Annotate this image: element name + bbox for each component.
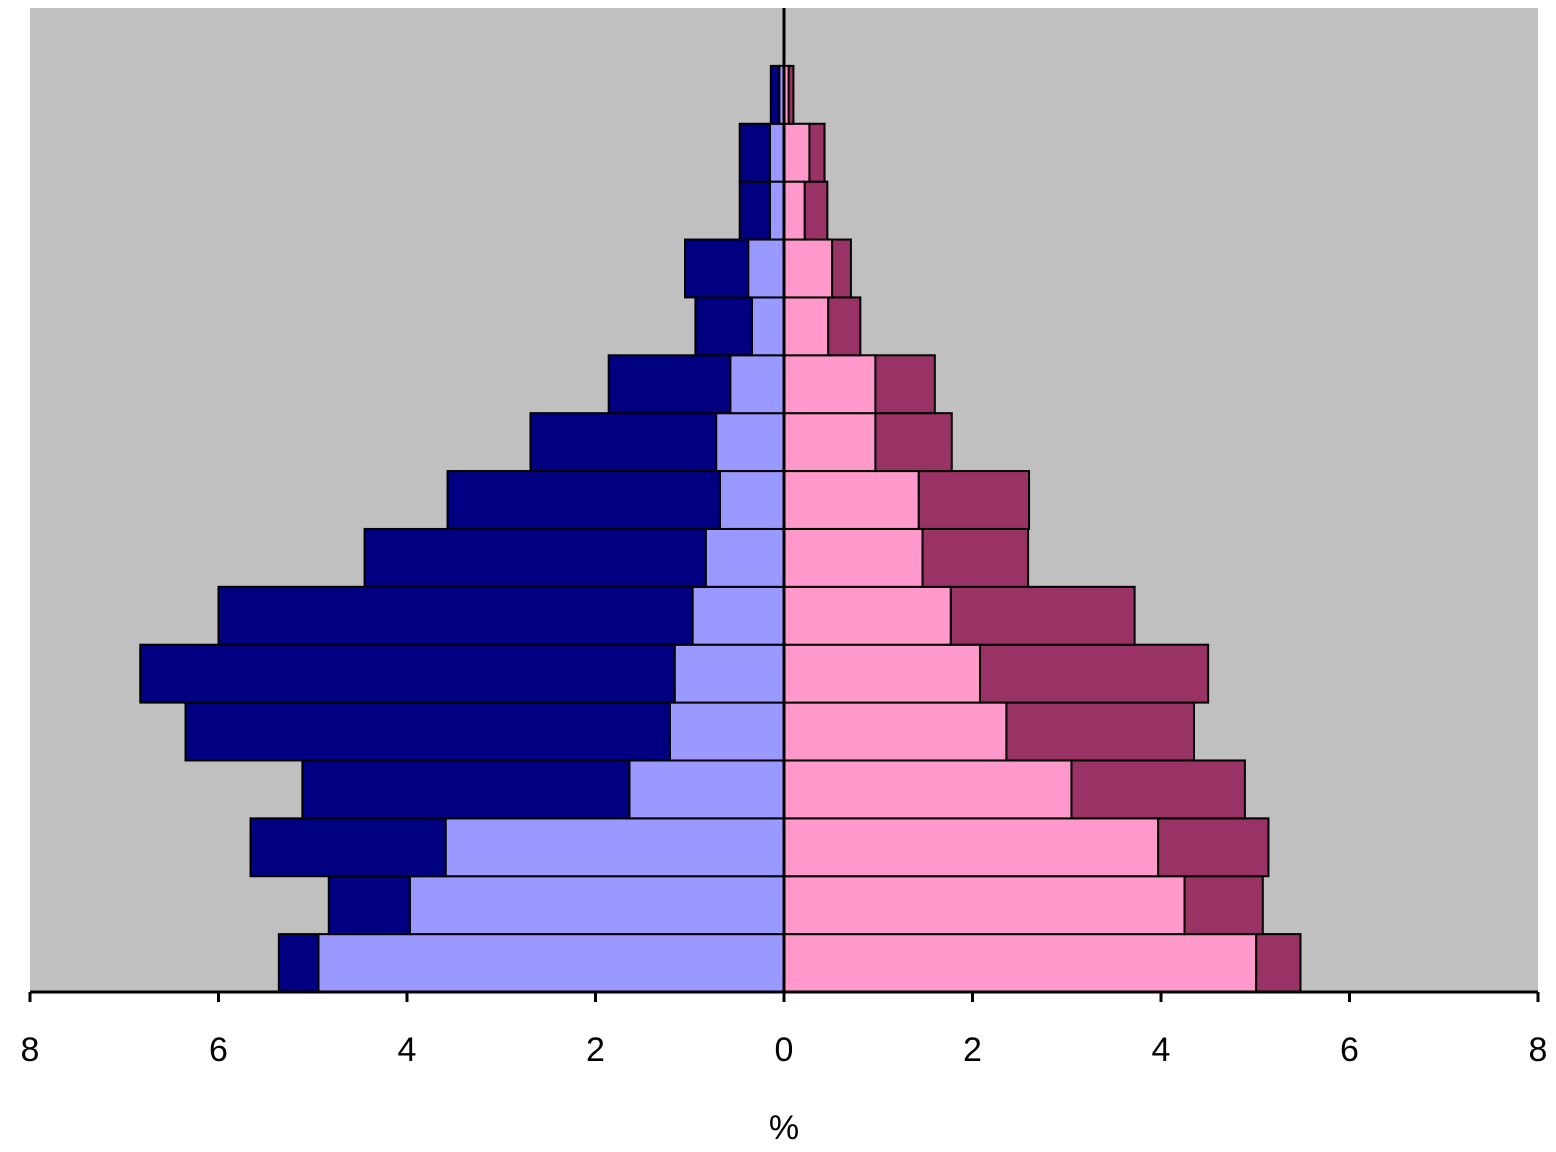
bar (783, 759, 1073, 820)
bar (694, 296, 753, 357)
bar (787, 64, 795, 125)
bar (684, 238, 750, 299)
bar (704, 527, 786, 588)
bar (327, 875, 411, 936)
bar (783, 354, 877, 415)
bar (783, 701, 1008, 762)
bar (768, 180, 785, 241)
bar (691, 585, 786, 646)
bar (831, 238, 852, 299)
bar (217, 585, 694, 646)
bar (783, 527, 924, 588)
bar (949, 585, 1136, 646)
bar (783, 180, 806, 241)
x-axis-label: % (769, 1109, 799, 1147)
bar (408, 875, 785, 936)
bar (668, 701, 786, 762)
bar (874, 354, 936, 415)
x-tick-label: 8 (1529, 1031, 1548, 1069)
x-tick-label: 2 (586, 1031, 605, 1069)
bar (783, 470, 920, 530)
bar (139, 643, 676, 704)
bar (738, 122, 771, 183)
bar (1157, 817, 1270, 878)
bar (747, 238, 785, 299)
bar (363, 527, 707, 588)
bar (783, 585, 952, 646)
bar (1255, 933, 1302, 994)
bar (783, 643, 982, 704)
x-tick-label: 2 (963, 1031, 982, 1069)
bar (1070, 759, 1246, 820)
bar (249, 817, 447, 878)
bar (874, 412, 953, 473)
bar (750, 296, 786, 357)
bar (783, 122, 811, 183)
bar (783, 817, 1160, 878)
bar (529, 412, 718, 473)
bar (738, 180, 771, 241)
bar (783, 933, 1258, 994)
bar (917, 470, 1031, 530)
x-tick-label: 6 (1340, 1031, 1359, 1069)
bar (444, 817, 785, 878)
x-tick-label: 4 (1152, 1031, 1171, 1069)
bar (1183, 875, 1264, 936)
bar (446, 470, 721, 530)
bar (768, 122, 785, 183)
bar (979, 643, 1210, 704)
bar (729, 354, 786, 415)
bar (783, 412, 877, 473)
bar (301, 759, 631, 820)
bar (184, 701, 671, 762)
x-tick-label: 0 (775, 1031, 794, 1069)
bar (317, 933, 785, 994)
bar (277, 933, 320, 994)
bar (769, 64, 781, 125)
bar (783, 238, 834, 299)
x-tick-label: 6 (209, 1031, 228, 1069)
bar (803, 180, 829, 241)
bar (783, 875, 1186, 936)
bar (1005, 701, 1195, 762)
bar (607, 354, 732, 415)
x-tick-label: 8 (21, 1031, 40, 1069)
x-tick-label: 4 (398, 1031, 417, 1069)
bar (921, 527, 1030, 588)
bar (827, 296, 862, 357)
bar (718, 470, 785, 530)
bar (715, 412, 786, 473)
bar (783, 296, 830, 357)
bar (628, 759, 785, 820)
bar (673, 643, 785, 704)
bar (808, 122, 826, 183)
